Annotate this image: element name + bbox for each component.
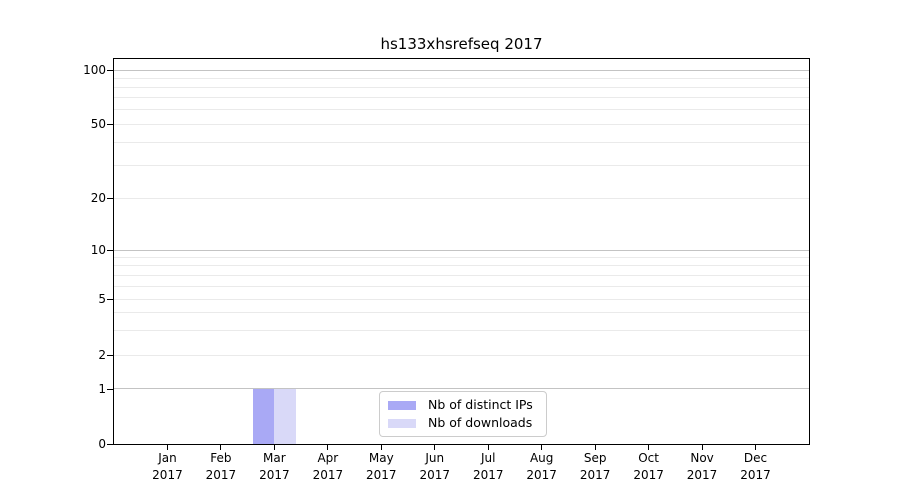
gridline-y-3: [114, 329, 809, 331]
x-axis-tick-label-jul: Jul 2017: [472, 451, 504, 482]
gridline-y-4: [114, 312, 809, 314]
legend-item-downloads: Nb of downloads: [388, 415, 538, 431]
gridline-y-40: [114, 141, 809, 143]
y-tick-mark-1: [107, 388, 113, 390]
y-tick-mark-20: [107, 198, 113, 199]
x-axis-tick-label-oct: Oct 2017: [633, 451, 664, 482]
gridline-y-1: [114, 388, 809, 389]
x-axis-tick-label-sep: Sep 2017: [579, 451, 611, 482]
legend-swatch-downloads: [388, 418, 416, 428]
gridline-y-60: [114, 109, 809, 111]
gridline-y-9: [114, 256, 809, 258]
legend-label-downloads: Nb of downloads: [428, 415, 533, 430]
y-axis-tick-label-10: 10: [90, 243, 106, 257]
legend: Nb of distinct IPs Nb of downloads: [379, 391, 547, 437]
gridline-y-8: [114, 265, 809, 267]
y-axis-tick-label-0: 0: [98, 437, 106, 451]
x-tick-mark-jul: [487, 445, 489, 450]
gridline-y-90: [114, 77, 809, 79]
y-tick-mark-10: [107, 250, 113, 251]
x-axis-tick-label-may: May 2017: [366, 451, 397, 482]
x-tick-mark-sep: [594, 445, 596, 450]
x-axis-tick-label-jun: Jun 2017: [419, 451, 451, 482]
y-axis-tick-label-50: 50: [90, 117, 106, 131]
y-axis-tick-label-2: 2: [98, 348, 106, 362]
gridline-y-10: [114, 249, 809, 251]
y-tick-mark-0: [107, 444, 113, 445]
gridline-y-20: [114, 197, 809, 199]
x-axis-tick-label-mar: Mar 2017: [259, 451, 290, 482]
x-tick-mark-jun: [434, 445, 436, 450]
x-axis-tick-label-dec: Dec 2017: [740, 451, 771, 482]
plot-area: [113, 58, 810, 445]
legend-swatch-distinct-ips: [388, 400, 416, 410]
x-tick-mark-oct: [648, 445, 650, 450]
x-axis-tick-label-aug: Aug 2017: [526, 451, 557, 482]
y-axis-tick-label-5: 5: [98, 292, 106, 306]
x-tick-mark-aug: [541, 445, 543, 450]
x-tick-mark-nov: [701, 445, 703, 450]
gridline-y-80: [114, 86, 809, 88]
y-axis-tick-label-1: 1: [98, 381, 106, 396]
gridline-y-30: [114, 164, 809, 166]
x-tick-mark-feb: [220, 445, 222, 450]
y-axis-tick-label-20: 20: [90, 191, 106, 205]
x-axis-tick-label-apr: Apr 2017: [312, 451, 344, 482]
gridline-y-70: [114, 97, 809, 99]
legend-label-distinct-ips: Nb of distinct IPs: [428, 397, 533, 412]
x-tick-mark-may: [380, 445, 382, 450]
gridline-y-100: [114, 69, 809, 71]
bar-downloads-mar: [274, 388, 296, 444]
x-axis-tick-label-feb: Feb 2017: [205, 451, 237, 482]
gridline-y-2: [114, 354, 809, 356]
x-tick-mark-jan: [166, 445, 168, 450]
x-tick-mark-apr: [327, 445, 329, 450]
y-tick-mark-5: [107, 299, 113, 300]
x-axis-tick-label-nov: Nov 2017: [686, 451, 718, 482]
y-tick-mark-50: [107, 124, 113, 125]
gridline-y-6: [114, 285, 809, 287]
x-axis-tick-label-jan: Jan 2017: [152, 451, 183, 482]
bar-distinct-ips-mar: [252, 388, 275, 444]
x-tick-mark-dec: [755, 445, 757, 450]
y-axis-tick-label-100: 100: [83, 63, 106, 77]
y-tick-mark-100: [107, 70, 113, 71]
gridline-y-5: [114, 298, 809, 300]
gridline-y-7: [114, 274, 809, 276]
x-tick-mark-mar: [273, 445, 275, 450]
y-tick-mark-2: [107, 355, 113, 356]
legend-item-distinct-ips: Nb of distinct IPs: [388, 397, 538, 413]
gridline-y-50: [114, 123, 809, 125]
chart-title: hs133xhsrefseq 2017: [380, 35, 543, 53]
